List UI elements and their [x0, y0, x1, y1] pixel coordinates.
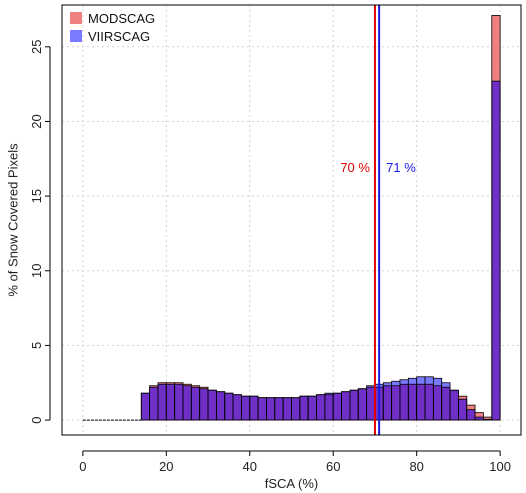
annotation-1: 71 %	[386, 160, 416, 175]
bar-overlap	[399, 384, 409, 421]
bar-overlap	[249, 396, 259, 421]
bar-modscag	[166, 382, 175, 385]
bar-overlap	[208, 390, 217, 421]
annotation-0: 70 %	[340, 160, 370, 175]
bar-viirscag	[425, 376, 434, 385]
legend-label: VIIRSCAG	[88, 29, 150, 44]
bar-overlap	[191, 387, 200, 421]
bar-overlap	[425, 384, 434, 421]
bar-overlap	[174, 384, 184, 421]
bar-overlap	[149, 387, 158, 421]
plot-frame	[61, 4, 522, 436]
bar-overlap	[391, 385, 400, 421]
bar-overlap	[199, 388, 209, 421]
x-tick-label: 60	[326, 459, 340, 474]
bar-viirscag	[433, 378, 442, 386]
bar-modscag	[458, 396, 467, 400]
bar-modscag	[183, 384, 192, 386]
x-tick-label: 80	[409, 459, 423, 474]
y-axis: 0 5 10 15 20 25	[29, 40, 51, 424]
grid	[62, 5, 521, 435]
y-axis-title: % of Snow Covered Pixels	[5, 143, 20, 297]
bar-modscag	[466, 405, 476, 410]
x-tick-label: 0	[79, 459, 86, 474]
bar-overlap	[141, 393, 150, 421]
bar-viirscag	[408, 378, 417, 385]
bar-overlap	[324, 394, 334, 421]
bar-overlap	[258, 397, 267, 421]
x-tick-label: 40	[243, 459, 257, 474]
bar-overlap	[291, 397, 300, 421]
x-axis-title: fSCA (%)	[265, 476, 318, 491]
bar-overlap	[299, 396, 309, 421]
bar-overlap	[308, 396, 317, 421]
legend-swatch-modscag	[70, 12, 82, 24]
bar-viirscag	[399, 379, 409, 385]
y-tick-label: 15	[29, 189, 44, 203]
bar-overlap	[458, 399, 467, 421]
bar-overlap	[216, 391, 225, 421]
bar-modscag	[157, 382, 167, 385]
bar-overlap	[157, 384, 167, 421]
bar-overlap	[341, 391, 350, 421]
bar-overlap	[408, 384, 417, 421]
legend-label: MODSCAG	[88, 11, 155, 26]
bar-overlap	[283, 397, 292, 421]
bars	[82, 15, 501, 421]
bar-modscag	[149, 385, 158, 388]
bar-viirscag	[324, 393, 334, 395]
bar-overlap	[441, 387, 451, 421]
y-tick-label: 10	[29, 264, 44, 278]
bar-overlap	[475, 417, 484, 421]
bar-viirscag-outline	[491, 80, 501, 421]
bar-overlap	[358, 388, 367, 421]
bar-viirscag	[441, 382, 451, 388]
bar-viirscag-outline	[483, 418, 493, 421]
bar-modscag	[191, 385, 200, 388]
bar-viirscag	[366, 385, 375, 388]
bar-modscag	[174, 382, 184, 385]
bar-overlap	[166, 384, 175, 421]
bar-viirscag	[416, 376, 426, 385]
bar-modscag	[199, 387, 209, 389]
y-tick-label: 20	[29, 114, 44, 128]
y-tick-label: 0	[29, 416, 44, 423]
mean-lines	[373, 5, 381, 435]
bar-overlap	[450, 390, 459, 421]
bar-viirscag	[391, 381, 400, 386]
bar-overlap	[433, 385, 442, 421]
bar-overlap	[316, 394, 325, 421]
bar-overlap	[274, 397, 284, 421]
x-axis: 0 20 40 60 80 100	[79, 450, 511, 474]
bar-overlap	[183, 385, 192, 421]
bar-overlap	[383, 385, 392, 421]
bar-overlap	[349, 390, 359, 421]
bar-overlap	[224, 393, 234, 421]
bar-viirscag	[383, 382, 392, 386]
bar-overlap	[491, 81, 501, 421]
bar-overlap	[333, 393, 342, 421]
x-tick-label: 20	[159, 459, 173, 474]
bar-overlap	[241, 396, 250, 421]
bar-overlap	[233, 394, 242, 421]
y-tick-label: 25	[29, 40, 44, 54]
bar-overlap	[366, 387, 375, 421]
x-tick-label: 100	[489, 459, 511, 474]
annotations: 70 % 71 %	[340, 160, 416, 175]
legend: MODSCAG VIIRSCAG	[70, 11, 155, 44]
y-tick-label: 5	[29, 342, 44, 349]
bar-overlap	[416, 384, 426, 421]
bar-modscag	[483, 417, 492, 420]
bar-modscag	[491, 15, 501, 82]
bar-overlap	[266, 397, 275, 421]
bar-modscag	[475, 412, 484, 418]
bar-overlap	[466, 409, 476, 421]
legend-swatch-viirscag	[70, 30, 82, 42]
